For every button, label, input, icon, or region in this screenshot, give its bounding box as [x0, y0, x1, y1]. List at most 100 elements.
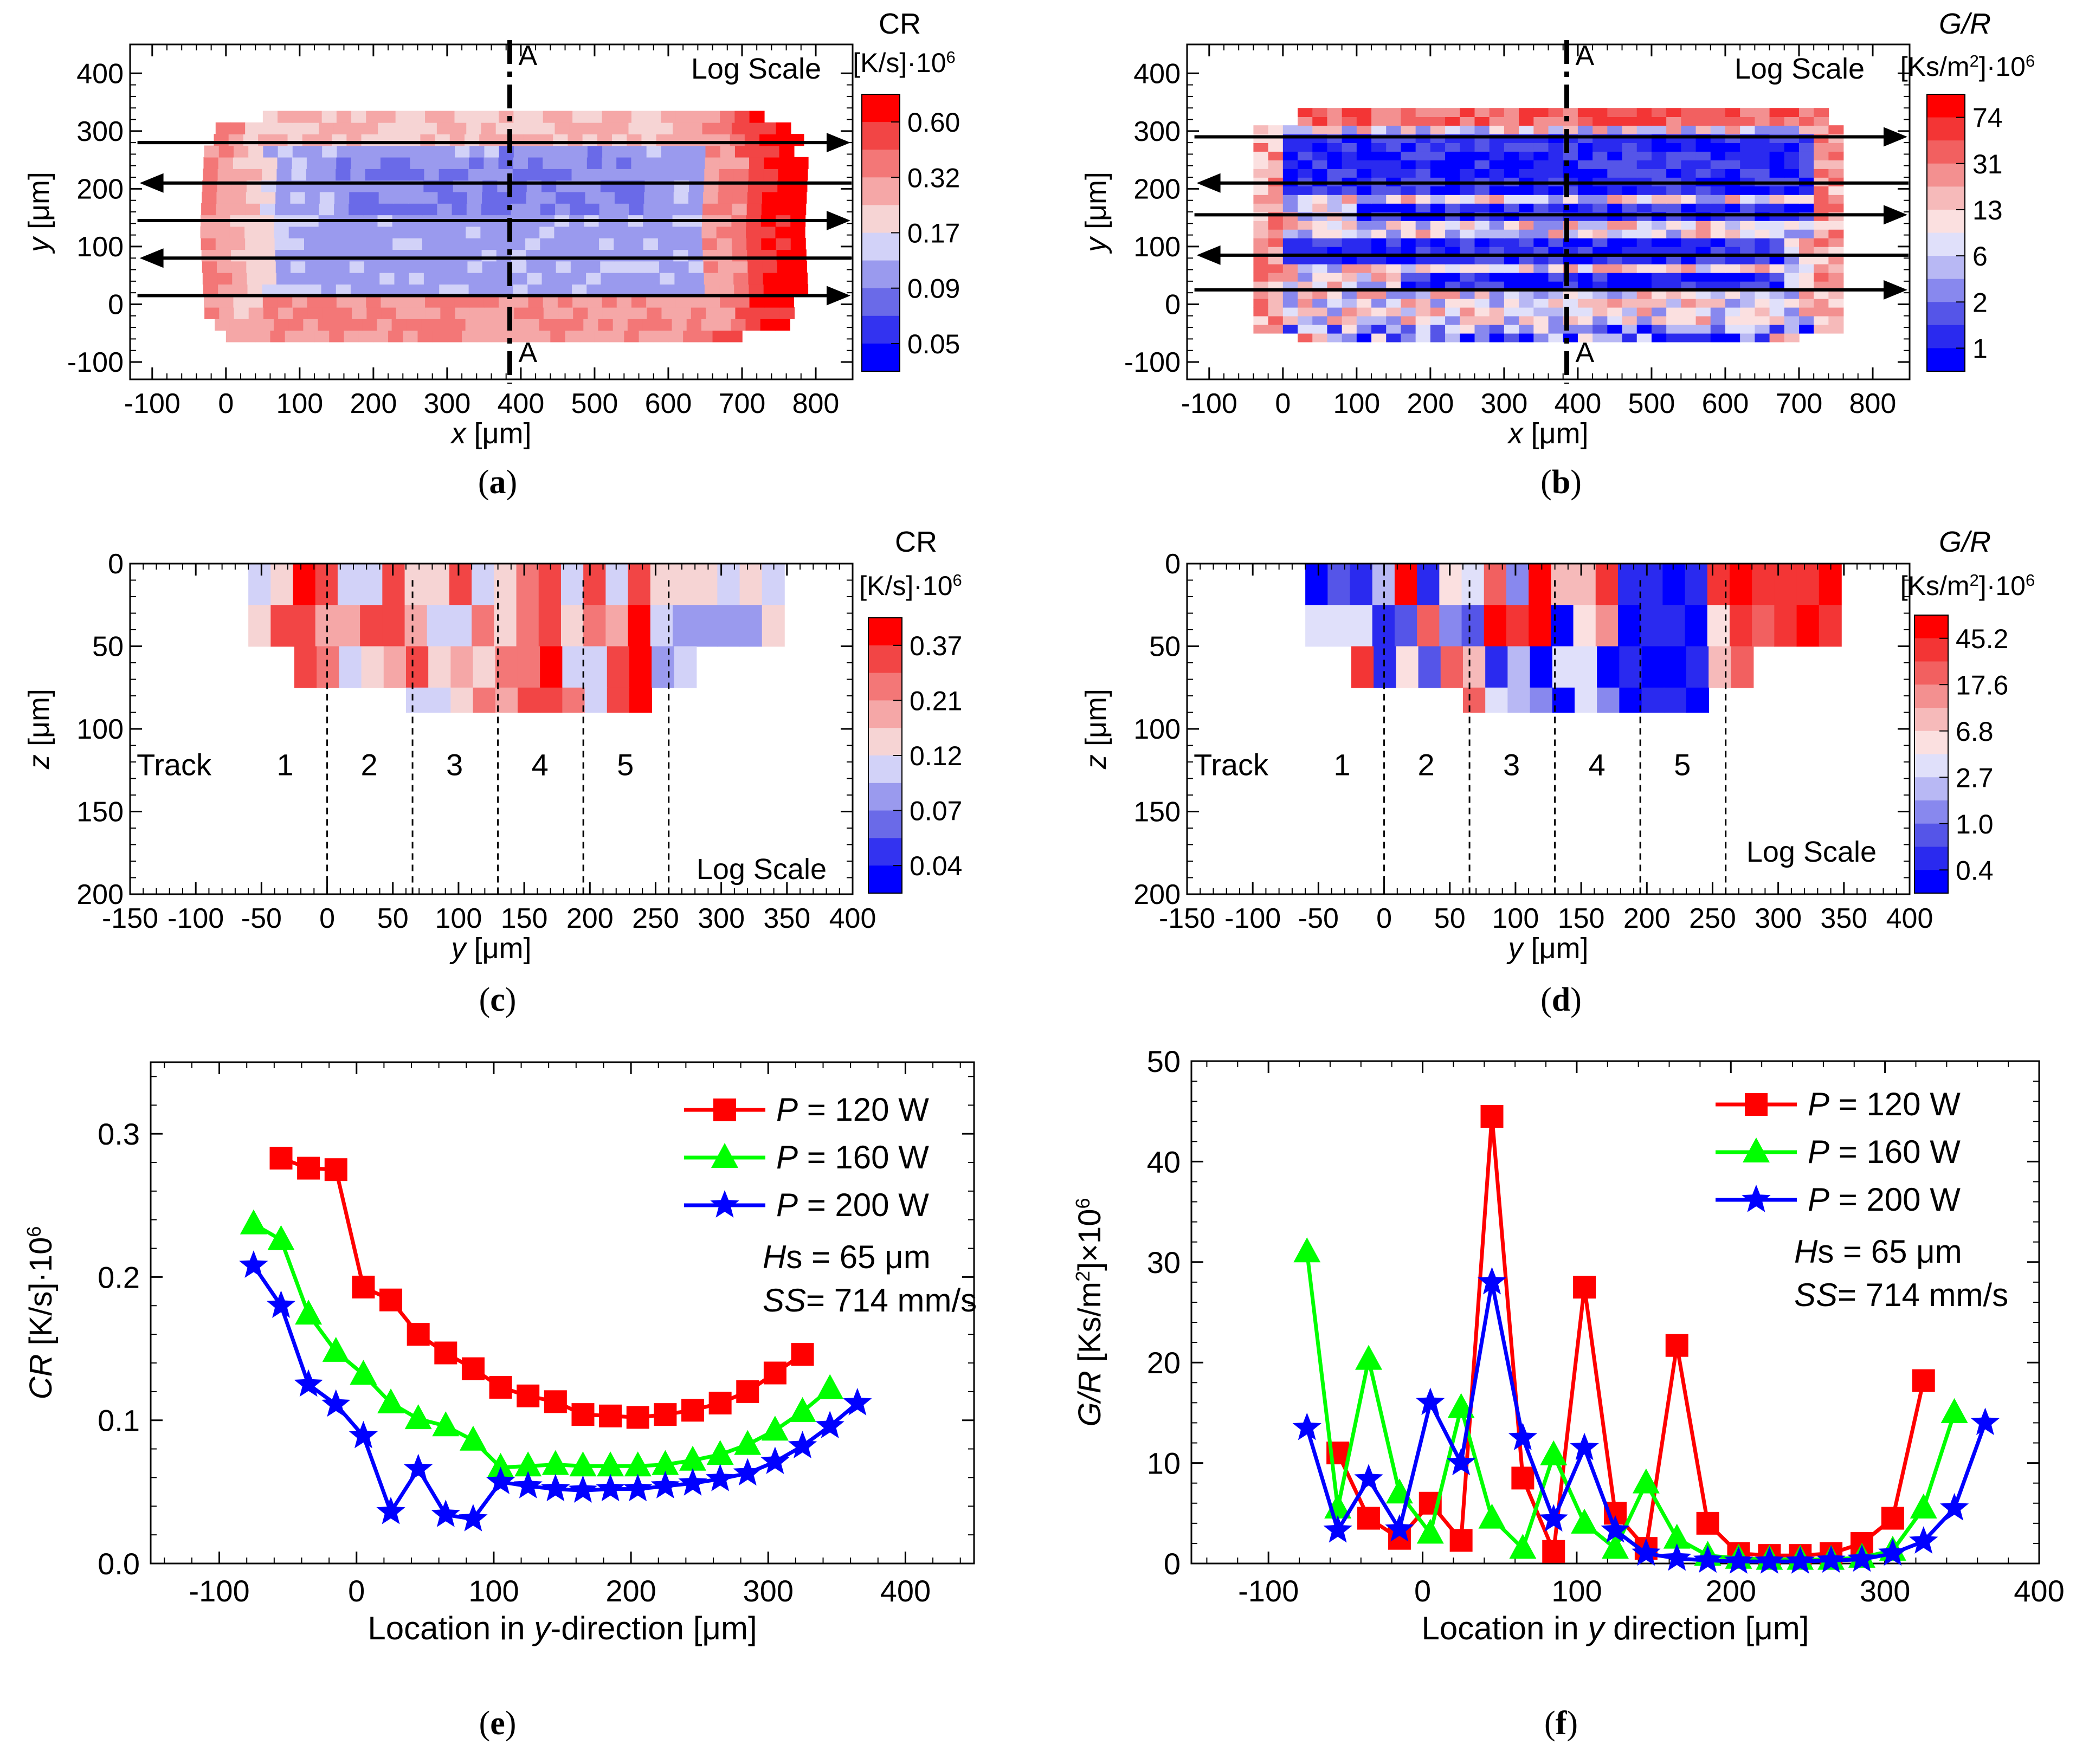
heatmap-cell [1593, 315, 1608, 325]
heatmap-cell [1282, 125, 1298, 134]
heatmap-cell [584, 203, 600, 216]
heatmap-cell [1327, 229, 1343, 238]
marker-triangle [679, 1445, 707, 1471]
heatmap-cell [262, 295, 278, 308]
heatmap-cell [1607, 151, 1623, 160]
marker-star [1601, 1515, 1630, 1543]
heatmap-cell [334, 261, 350, 273]
y-tick-label: 400 [76, 58, 124, 89]
heatmap-cell [672, 319, 687, 331]
heatmap-cell [392, 203, 408, 216]
colorbar-swatch [1927, 348, 1965, 372]
heatmap-cell [601, 272, 616, 285]
heatmap-cell [629, 687, 652, 713]
heatmap-cell [495, 646, 518, 688]
heatmap-cell [1798, 315, 1814, 325]
x-tick-label: -150 [102, 903, 158, 934]
heatmap-cell [334, 191, 350, 204]
colorbar-swatch [1914, 684, 1948, 708]
heatmap-cell [527, 284, 543, 296]
legend-label: P = 160 W [1808, 1134, 1961, 1170]
heatmap-cell [1622, 151, 1637, 160]
heatmap-cell [1282, 195, 1298, 204]
heatmap-cell [424, 284, 440, 296]
marker-triangle [459, 1425, 487, 1451]
heatmap-cell [1740, 237, 1756, 247]
heatmap-cell [1401, 263, 1416, 273]
heatmap-cell [289, 122, 305, 134]
colorbar-label: 6.8 [1956, 716, 1994, 747]
heatmap-cell [1460, 298, 1475, 308]
heatmap-cell [1282, 324, 1298, 334]
heatmap-cell [658, 203, 674, 216]
heatmap-cell [1740, 108, 1756, 117]
heatmap-cell [734, 295, 750, 308]
heatmap-cell [1710, 151, 1726, 160]
heatmap-cell [364, 191, 379, 204]
heatmap-cell [245, 203, 261, 216]
heatmap-cell [1445, 263, 1461, 273]
heatmap-cell [1725, 315, 1740, 325]
heatmap-cell [1622, 255, 1637, 264]
heatmap-cell [1769, 324, 1785, 334]
heatmap-cell [1695, 289, 1711, 299]
heatmap-cell [1593, 169, 1608, 178]
heatmap-cell [1489, 125, 1505, 134]
heatmap-cell [1740, 246, 1756, 256]
heatmap-cell [1695, 125, 1711, 134]
heatmap-cell [1342, 281, 1357, 290]
heatmap-cell [1577, 237, 1593, 247]
marker-triangle [761, 1416, 789, 1441]
x-tick-label: 50 [1434, 903, 1466, 934]
heatmap-cell [570, 261, 586, 273]
heatmap-cell [539, 319, 555, 331]
track-number-label: 3 [1503, 747, 1520, 781]
heatmap-cell [1710, 315, 1726, 325]
heatmap-cell [260, 237, 275, 250]
marker-star [513, 1471, 543, 1498]
x-tick-label: 600 [645, 388, 692, 419]
heatmap-cell [761, 237, 777, 250]
heatmap-cell [244, 226, 260, 238]
heatmap-cell [1666, 203, 1682, 212]
y-tick-label: 200 [1133, 879, 1181, 910]
heatmap-cell [262, 169, 278, 181]
y-tick-label: 40 [1147, 1145, 1181, 1179]
heatmap-cell [1695, 272, 1711, 282]
heatmap-cell [1710, 263, 1726, 273]
heatmap-cell [791, 203, 807, 216]
heatmap-cell [1371, 298, 1387, 308]
x-axis-label: y [μm] [1506, 932, 1588, 965]
arrow-right-icon [1884, 280, 1907, 300]
heatmap-cell [1342, 220, 1357, 230]
heatmap-cell [569, 319, 584, 331]
heatmap-cell [657, 237, 673, 250]
heatmap-cell [1548, 307, 1564, 316]
heatmap-cell [599, 237, 615, 250]
heatmap-cell [1371, 333, 1387, 343]
heatmap-cell [1268, 220, 1284, 230]
heatmap-cell [583, 319, 599, 331]
heatmap-cell [1445, 255, 1461, 264]
heatmap-cell [276, 169, 292, 181]
heatmap-cell [1298, 143, 1313, 152]
heatmap-cell [364, 261, 380, 273]
heatmap-cell [510, 122, 526, 134]
heatmap-cell [602, 145, 618, 158]
heatmap-cell [1268, 151, 1284, 160]
heatmap-cell [1784, 203, 1800, 212]
heatmap-cell [1636, 195, 1652, 204]
heatmap-cell [601, 169, 616, 181]
heatmap-cell [1548, 151, 1564, 160]
heatmap-cell [469, 157, 485, 169]
heatmap-cell [1666, 151, 1682, 160]
heatmap-cell [761, 122, 777, 134]
heatmap-cell [1415, 272, 1431, 282]
heatmap-cell [1474, 315, 1490, 325]
heatmap-cell [1814, 246, 1829, 256]
heatmap-cell [1489, 195, 1505, 204]
heatmap-cell [1725, 324, 1740, 334]
heatmap-cell [1253, 246, 1269, 256]
heatmap-cell [216, 203, 231, 216]
